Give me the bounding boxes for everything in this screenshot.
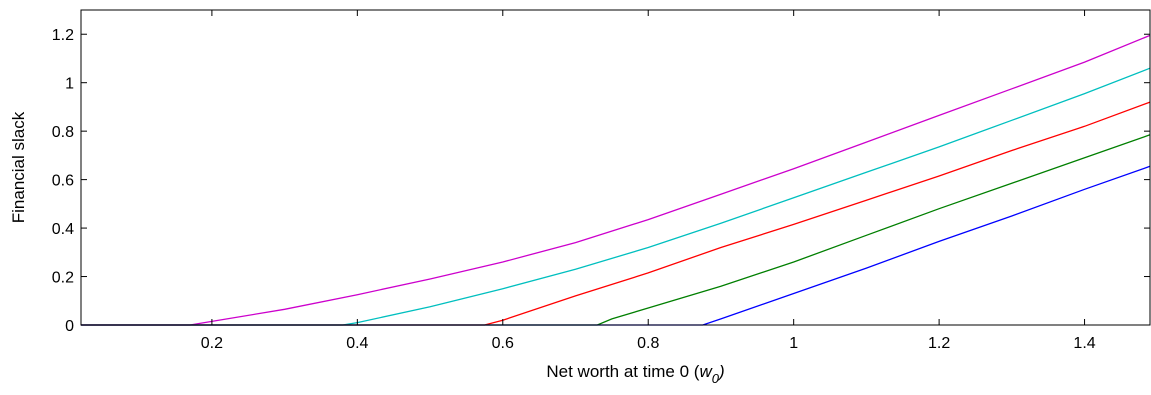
x-axis-label: Net worth at time 0 (w0) — [546, 362, 724, 386]
x-axis-label-close: ) — [717, 362, 725, 381]
y-axis-label: Financial slack — [9, 111, 28, 223]
series-line-4 — [81, 134, 1151, 326]
series-lines — [81, 34, 1151, 326]
x-axis-label-main: Net worth at time 0 ( — [546, 362, 699, 381]
axis-ticks: 0.2 0.4 0.6 0.8 1 1.2 1.4 0 0.2 0.4 0.6 0.8 1 1.2 — [52, 10, 1150, 352]
series-line-2 — [81, 67, 1151, 326]
x-tick-label: 0.4 — [346, 335, 368, 352]
y-tick-label: 1.2 — [52, 27, 74, 44]
x-tick-label: 1 — [789, 335, 798, 352]
x-axis-label-variable: w — [699, 362, 713, 381]
series-line-5 — [81, 165, 1151, 326]
x-tick-label: 1.4 — [1073, 335, 1095, 352]
y-tick-label: 0.8 — [52, 124, 74, 141]
x-axis-label-subscript: 0 — [712, 371, 720, 386]
series-line-3 — [81, 101, 1151, 326]
x-tick-label: 0.8 — [637, 335, 659, 352]
series-line-1 — [81, 34, 1151, 326]
y-tick-label: 0 — [65, 318, 74, 335]
y-tick-label: 0.2 — [52, 270, 74, 287]
plot-frame — [80, 9, 1151, 326]
x-tick-label: 0.2 — [201, 335, 223, 352]
y-tick-label: 0.4 — [52, 221, 74, 238]
y-tick-label: 1 — [65, 76, 74, 93]
x-tick-label: 0.6 — [492, 335, 514, 352]
x-tick-label: 1.2 — [928, 335, 950, 352]
y-tick-label: 0.6 — [52, 173, 74, 190]
